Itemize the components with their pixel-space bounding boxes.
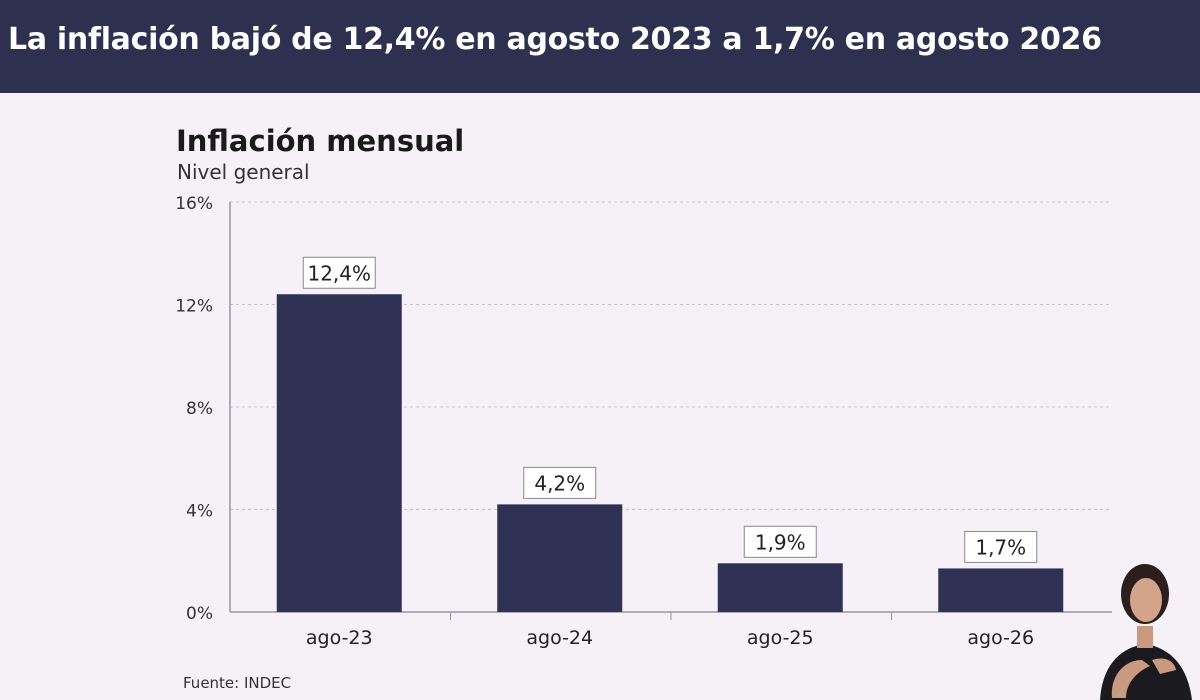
data-label-box [964,530,1038,563]
y-tick-label: 16% [175,194,213,214]
banner-title: La inflación bajó de 12,4% en agosto 202… [8,22,1102,57]
y-tick-label: 4% [186,502,213,522]
bar [717,563,843,612]
bar [276,294,402,612]
data-label: 1,9% [755,530,806,554]
y-tick-label: 0% [186,604,213,624]
data-label-box [302,256,376,289]
chart-subtitle: Nivel general [177,160,310,184]
data-label-box [523,466,597,499]
x-tick-label: ago-24 [526,627,593,649]
header-banner: La inflación bajó de 12,4% en agosto 202… [0,0,1200,93]
y-tick-label: 12% [175,297,213,317]
data-label: 4,2% [534,471,585,495]
chart-title: Inflación mensual [176,124,465,158]
y-tick-label: 8% [186,399,213,419]
source-note: Fuente: INDEC [183,674,292,692]
x-tick-label: ago-26 [967,627,1034,649]
bar [938,568,1064,612]
x-tick-label: ago-25 [747,627,814,649]
x-tick-label: ago-23 [306,627,373,649]
data-label-box [743,525,817,558]
data-label: 1,7% [975,535,1026,559]
data-label: 12,4% [307,261,371,285]
bar [497,504,623,612]
sign-language-interpreter-image [1100,564,1192,700]
